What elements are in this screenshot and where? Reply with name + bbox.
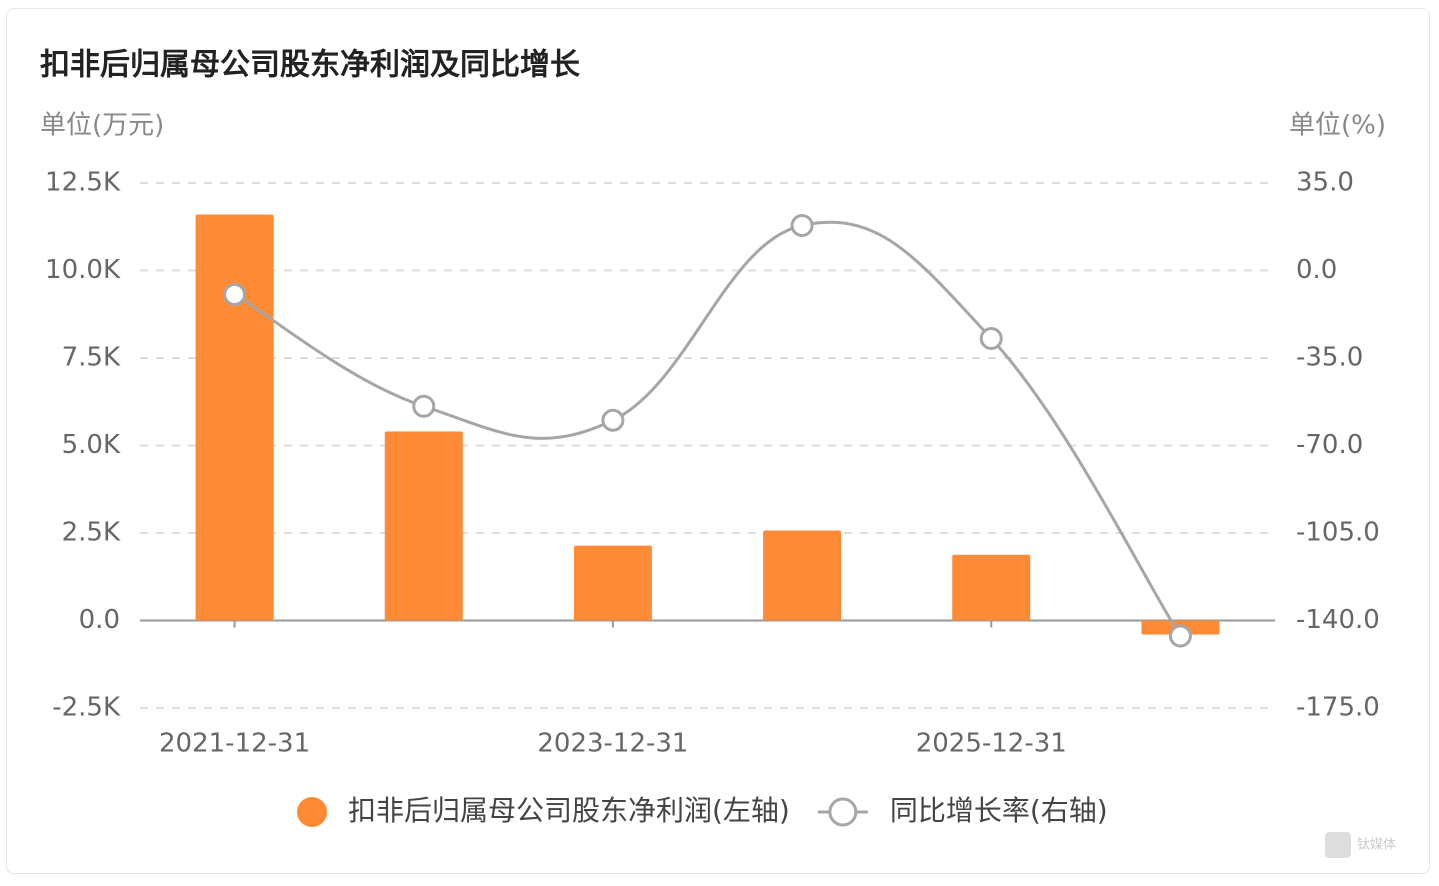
watermark: 钛媒体 [1357,838,1396,853]
y2-tick-label: -140.0 [1296,605,1380,635]
x-tick-label: 2023-12-31 [537,729,688,759]
legend-label: 同比增长率(右轴) [890,794,1108,827]
chart-title: 扣非后归属母公司股东净利润及同比增长 [40,48,580,83]
y-tick-label: 7.5K [62,343,121,373]
line-point [412,394,436,418]
legend-marker [828,797,858,827]
line-point [1168,624,1192,648]
bar [952,554,1031,621]
bar [195,214,274,621]
x-tick-label: 2025-12-31 [916,729,1067,759]
bar [384,431,463,621]
legend-label: 扣非后归属母公司股东净利润(左轴) [348,794,790,827]
line-point [979,327,1003,350]
line-point [601,408,625,432]
line-point [790,214,814,237]
watermark-icon [1325,832,1351,858]
line [233,220,1182,637]
y-tick-label: -2.5K [52,693,121,723]
y2-tick-label: -70.0 [1296,430,1363,460]
bar [763,530,842,621]
bar [573,545,652,621]
y2-tick-label: 0.0 [1296,255,1337,285]
y2-tick-label: -105.0 [1296,518,1380,548]
legend-marker [297,797,327,827]
y2-tick-label: 35.0 [1296,168,1354,198]
y-tick-label: 2.5K [62,518,121,548]
y2-tick-label: -175.0 [1296,693,1380,723]
card [6,8,1430,874]
y-tick-label: 10.0K [45,255,121,285]
y-tick-label: 12.5K [45,168,121,198]
x-tick-label: 2021-12-31 [159,729,310,759]
y-tick-label: 0.0 [79,605,120,635]
y-unit: 单位(万元) [40,111,164,141]
y2-unit: 单位(%) [1289,111,1386,141]
line-point [223,283,247,306]
y-tick-label: 5.0K [62,430,121,460]
y2-tick-label: -35.0 [1296,343,1363,373]
